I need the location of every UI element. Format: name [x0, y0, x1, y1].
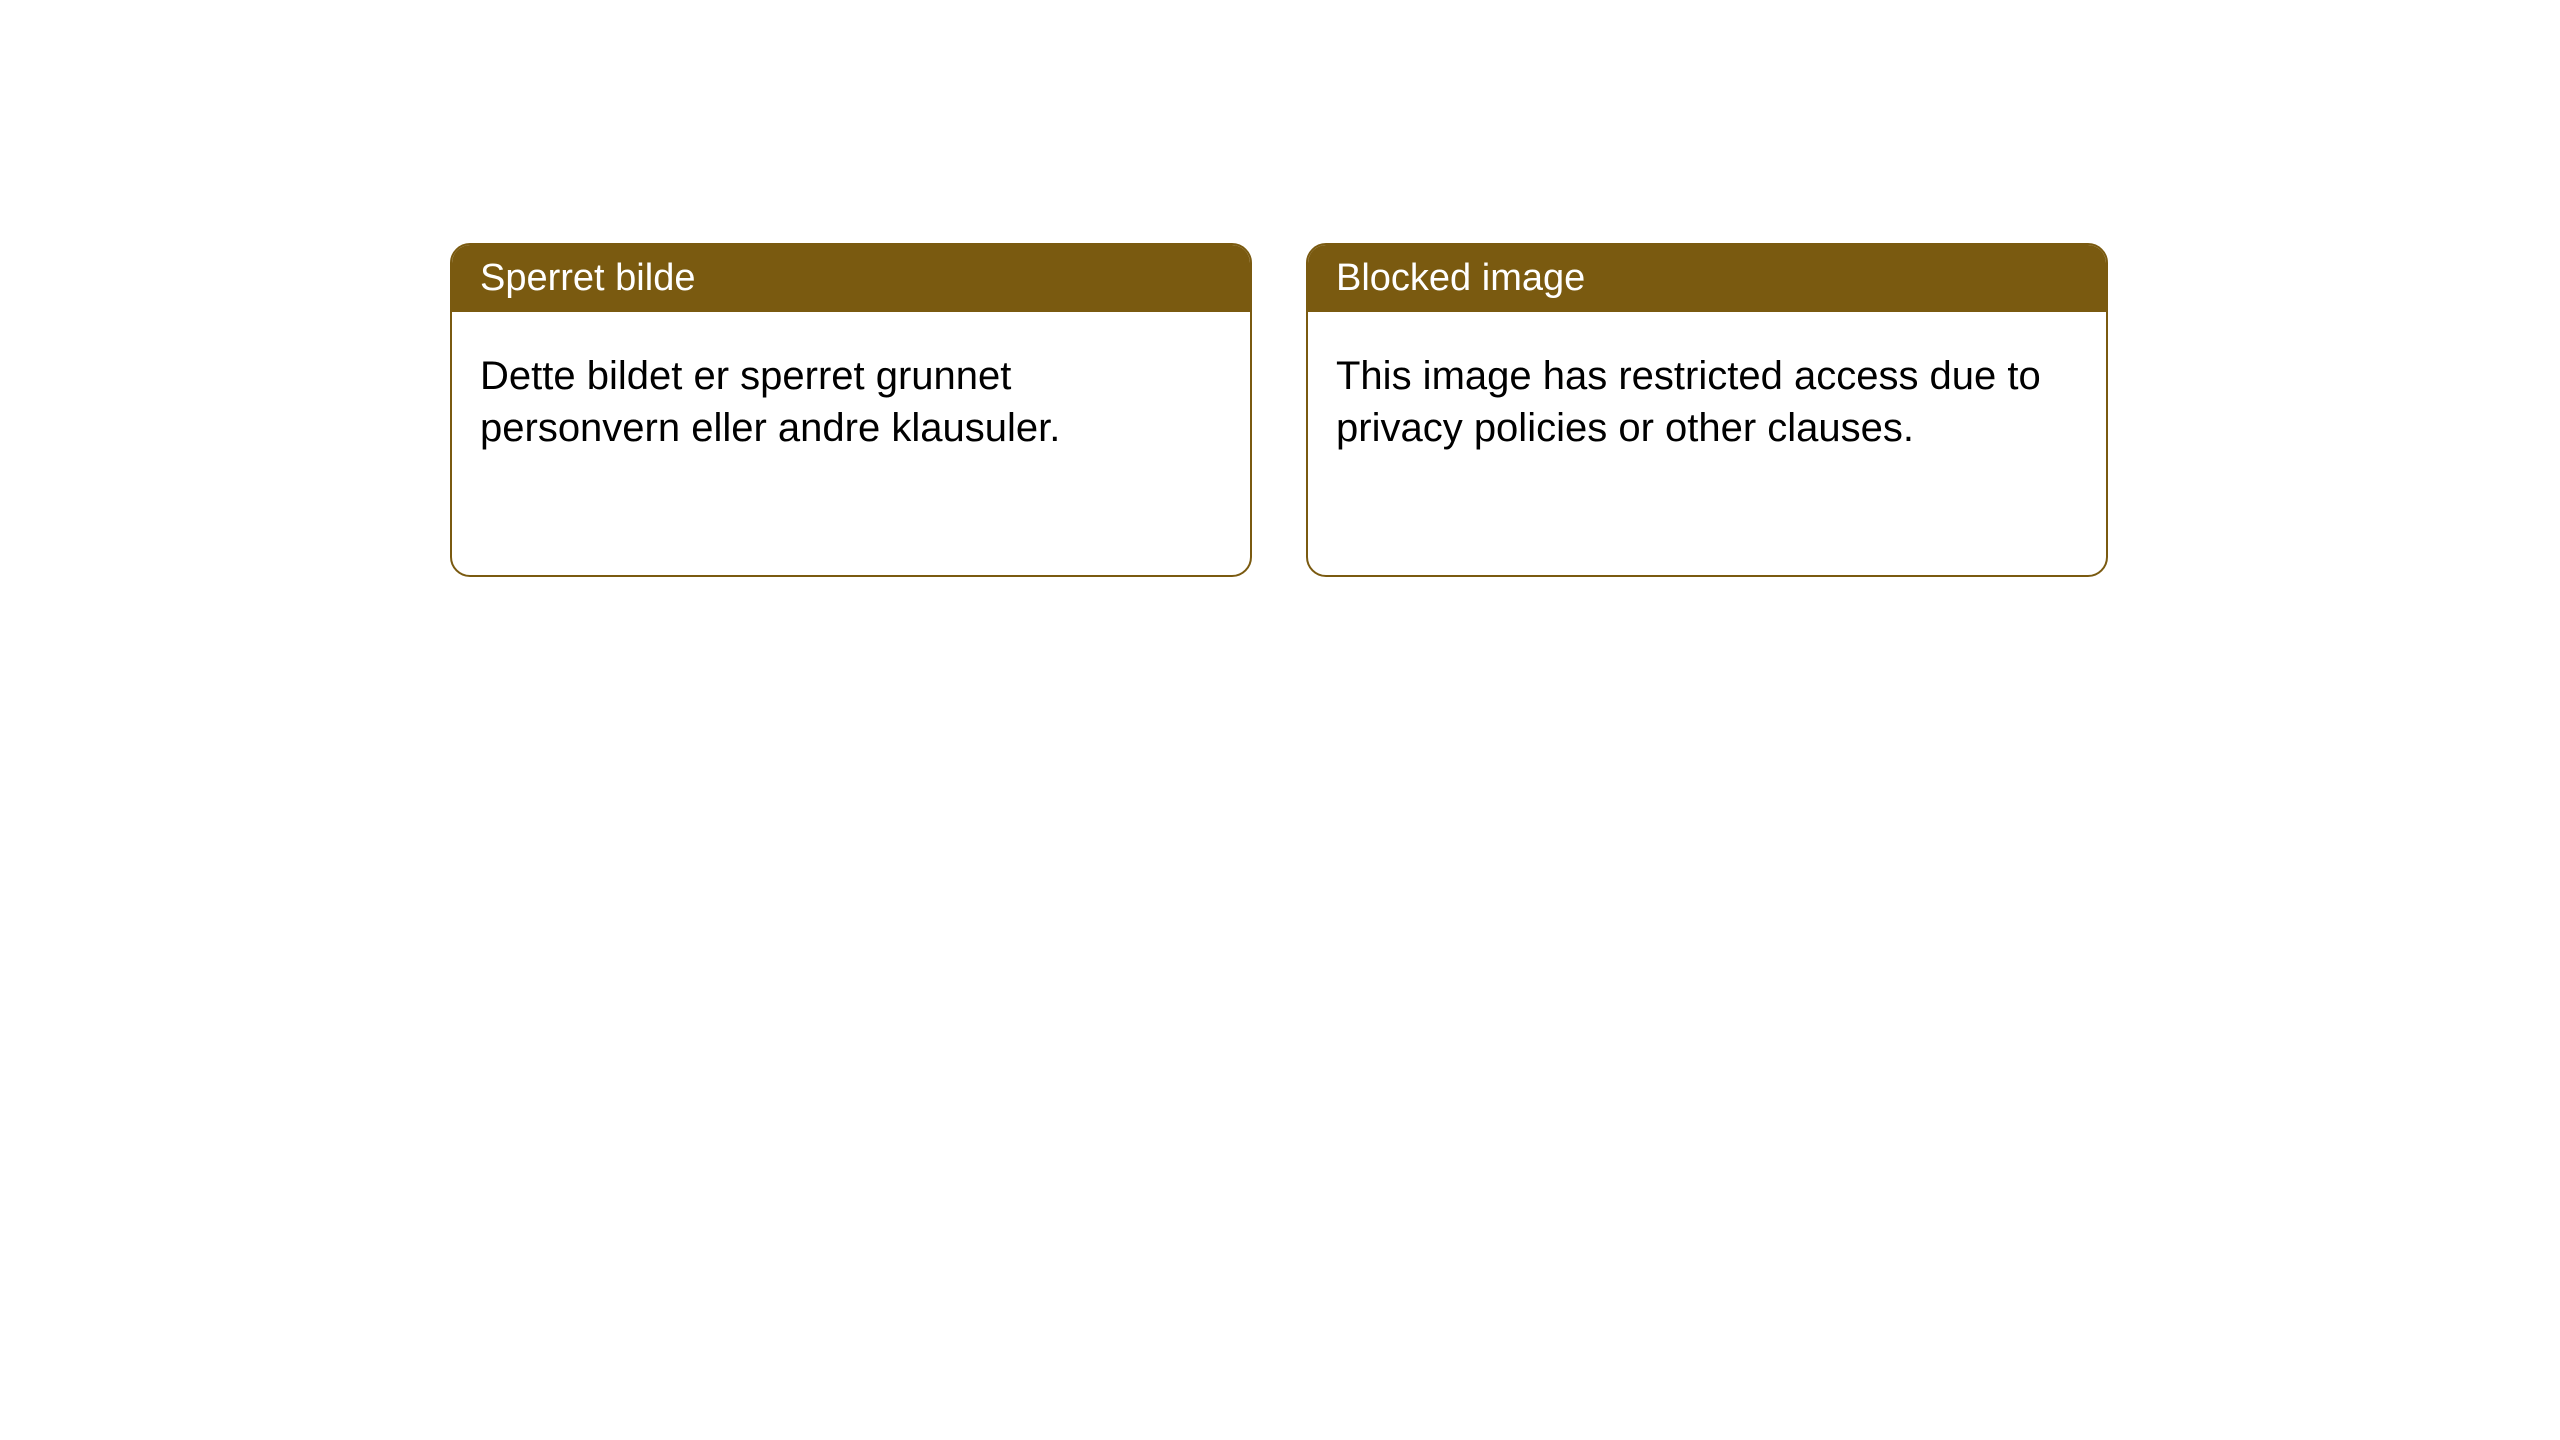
notice-body-text: This image has restricted access due to …	[1336, 354, 2041, 450]
notice-title: Blocked image	[1336, 257, 1585, 299]
notice-header: Blocked image	[1308, 245, 2106, 312]
notice-body: This image has restricted access due to …	[1308, 312, 2106, 492]
notice-container: Sperret bilde Dette bildet er sperret gr…	[0, 0, 2560, 577]
notice-card-english: Blocked image This image has restricted …	[1306, 243, 2108, 577]
notice-title: Sperret bilde	[480, 257, 695, 299]
notice-card-norwegian: Sperret bilde Dette bildet er sperret gr…	[450, 243, 1252, 577]
notice-body-text: Dette bildet er sperret grunnet personve…	[480, 354, 1060, 450]
notice-header: Sperret bilde	[452, 245, 1250, 312]
notice-body: Dette bildet er sperret grunnet personve…	[452, 312, 1250, 492]
